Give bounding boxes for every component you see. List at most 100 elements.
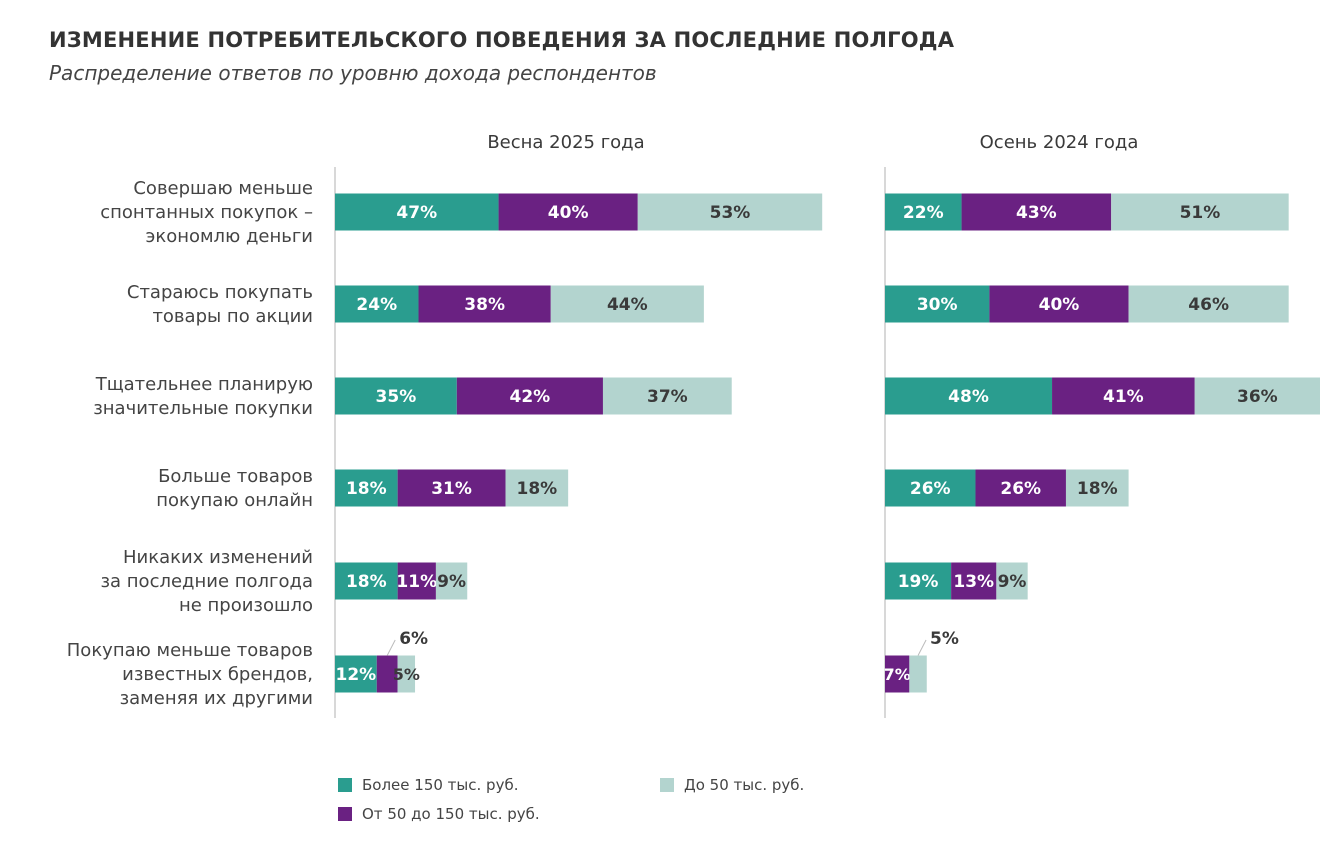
category-label: Стараюсь покупать bbox=[127, 282, 313, 303]
data-label: 36% bbox=[1237, 387, 1278, 407]
bar-segment bbox=[498, 193, 638, 231]
bar-segment bbox=[335, 469, 398, 507]
bar-segment bbox=[602, 377, 732, 415]
bar-segment bbox=[637, 193, 823, 231]
data-label: 9% bbox=[437, 572, 466, 592]
data-label: 42% bbox=[510, 387, 551, 407]
bar-segment bbox=[397, 655, 416, 693]
data-label: 35% bbox=[376, 387, 417, 407]
callout-line bbox=[917, 639, 927, 656]
data-label: 19% bbox=[898, 572, 939, 592]
category-label: спонтанных покупок – bbox=[100, 202, 313, 223]
bar-segment bbox=[435, 562, 468, 600]
category-label: значительные покупки bbox=[93, 398, 313, 419]
data-label: 26% bbox=[910, 479, 951, 499]
data-label: 37% bbox=[647, 387, 688, 407]
data-label: 7% bbox=[884, 665, 911, 684]
callout-line bbox=[386, 639, 396, 656]
category-label: Больше товаров bbox=[158, 466, 313, 487]
bar-segment bbox=[1194, 377, 1320, 415]
bar-segment bbox=[909, 655, 927, 693]
data-label: 30% bbox=[917, 295, 958, 315]
category-label: экономлю деньги bbox=[145, 226, 313, 247]
bar-segment bbox=[550, 285, 704, 323]
bar-segment bbox=[989, 285, 1129, 323]
bar-segment bbox=[397, 562, 436, 600]
data-label: 48% bbox=[948, 387, 989, 407]
bar-segment bbox=[456, 377, 603, 415]
bar-segment bbox=[397, 469, 506, 507]
data-label: 44% bbox=[607, 295, 648, 315]
bar-segment bbox=[885, 193, 962, 231]
data-label: 18% bbox=[346, 479, 387, 499]
category-label: товары по акции bbox=[152, 306, 313, 327]
bar-segment bbox=[335, 193, 499, 231]
category-label: не произошло bbox=[179, 595, 313, 616]
data-label: 26% bbox=[1000, 479, 1041, 499]
legend-item-low: До 50 тыс. руб. bbox=[660, 776, 804, 794]
bar-segment bbox=[505, 469, 569, 507]
data-label: 5% bbox=[393, 665, 420, 684]
legend-swatch-mid bbox=[338, 807, 352, 821]
chart-subtitle: Распределение ответов по уровню дохода р… bbox=[49, 61, 657, 85]
category-label: Покупаю меньше товаров bbox=[67, 640, 313, 661]
data-label: 11% bbox=[396, 572, 437, 592]
bar-segment bbox=[335, 285, 419, 323]
legend-label-mid: От 50 до 150 тыс. руб. bbox=[362, 805, 540, 823]
data-label: 18% bbox=[1077, 479, 1118, 499]
bar-segment bbox=[885, 469, 976, 507]
data-label: 47% bbox=[396, 203, 437, 223]
data-label: 41% bbox=[1103, 387, 1144, 407]
bar-segment bbox=[418, 285, 551, 323]
data-label: 5% bbox=[930, 629, 959, 649]
bar-segment bbox=[1052, 377, 1195, 415]
category-label: Совершаю меньше bbox=[133, 178, 313, 199]
data-label: 12% bbox=[336, 665, 377, 685]
legend-label-low: До 50 тыс. руб. bbox=[684, 776, 805, 794]
data-label: 31% bbox=[431, 479, 472, 499]
bar-segment bbox=[885, 562, 952, 600]
bar-segment bbox=[951, 562, 997, 600]
data-label: 22% bbox=[903, 203, 944, 223]
category-label: известных брендов, bbox=[122, 664, 313, 685]
data-label: 46% bbox=[1188, 295, 1229, 315]
data-label: 40% bbox=[548, 203, 589, 223]
category-label: за последние полгода bbox=[100, 571, 313, 592]
data-label: 51% bbox=[1180, 203, 1221, 223]
data-label: 6% bbox=[399, 629, 428, 649]
bar-segment bbox=[335, 655, 377, 693]
data-label: 24% bbox=[356, 295, 397, 315]
data-label: 18% bbox=[516, 479, 557, 499]
category-label: Никаких изменений bbox=[123, 547, 313, 568]
category-label: покупаю онлайн bbox=[156, 490, 313, 511]
panel-title: Осень 2024 года bbox=[980, 132, 1139, 153]
bar-segment bbox=[335, 562, 398, 600]
bar-segment bbox=[975, 469, 1066, 507]
bar-segment bbox=[1128, 285, 1289, 323]
bar-segment bbox=[1065, 469, 1129, 507]
bar-segment bbox=[885, 285, 990, 323]
data-label: 13% bbox=[953, 572, 994, 592]
data-label: 40% bbox=[1039, 295, 1080, 315]
legend-item-high: Более 150 тыс. руб. bbox=[338, 776, 518, 794]
bar-segment bbox=[335, 377, 457, 415]
bar-segment bbox=[1111, 193, 1289, 231]
data-label: 38% bbox=[464, 295, 505, 315]
data-label: 43% bbox=[1016, 203, 1057, 223]
data-label: 53% bbox=[710, 203, 751, 223]
category-label: заменяя их другими bbox=[120, 688, 313, 709]
legend-swatch-high bbox=[338, 778, 352, 792]
bar-segment bbox=[996, 562, 1028, 600]
legend-item-mid: От 50 до 150 тыс. руб. bbox=[338, 805, 540, 823]
data-label: 18% bbox=[346, 572, 387, 592]
legend-label-high: Более 150 тыс. руб. bbox=[362, 776, 519, 794]
category-label: Тщательнее планирую bbox=[95, 374, 313, 395]
bar-segment bbox=[885, 377, 1053, 415]
data-label: 9% bbox=[998, 572, 1027, 592]
bar-segment bbox=[376, 655, 398, 693]
bar-segment bbox=[961, 193, 1112, 231]
legend-swatch-low bbox=[660, 778, 674, 792]
panel-title: Весна 2025 года bbox=[487, 132, 644, 153]
bar-segment bbox=[885, 655, 910, 693]
